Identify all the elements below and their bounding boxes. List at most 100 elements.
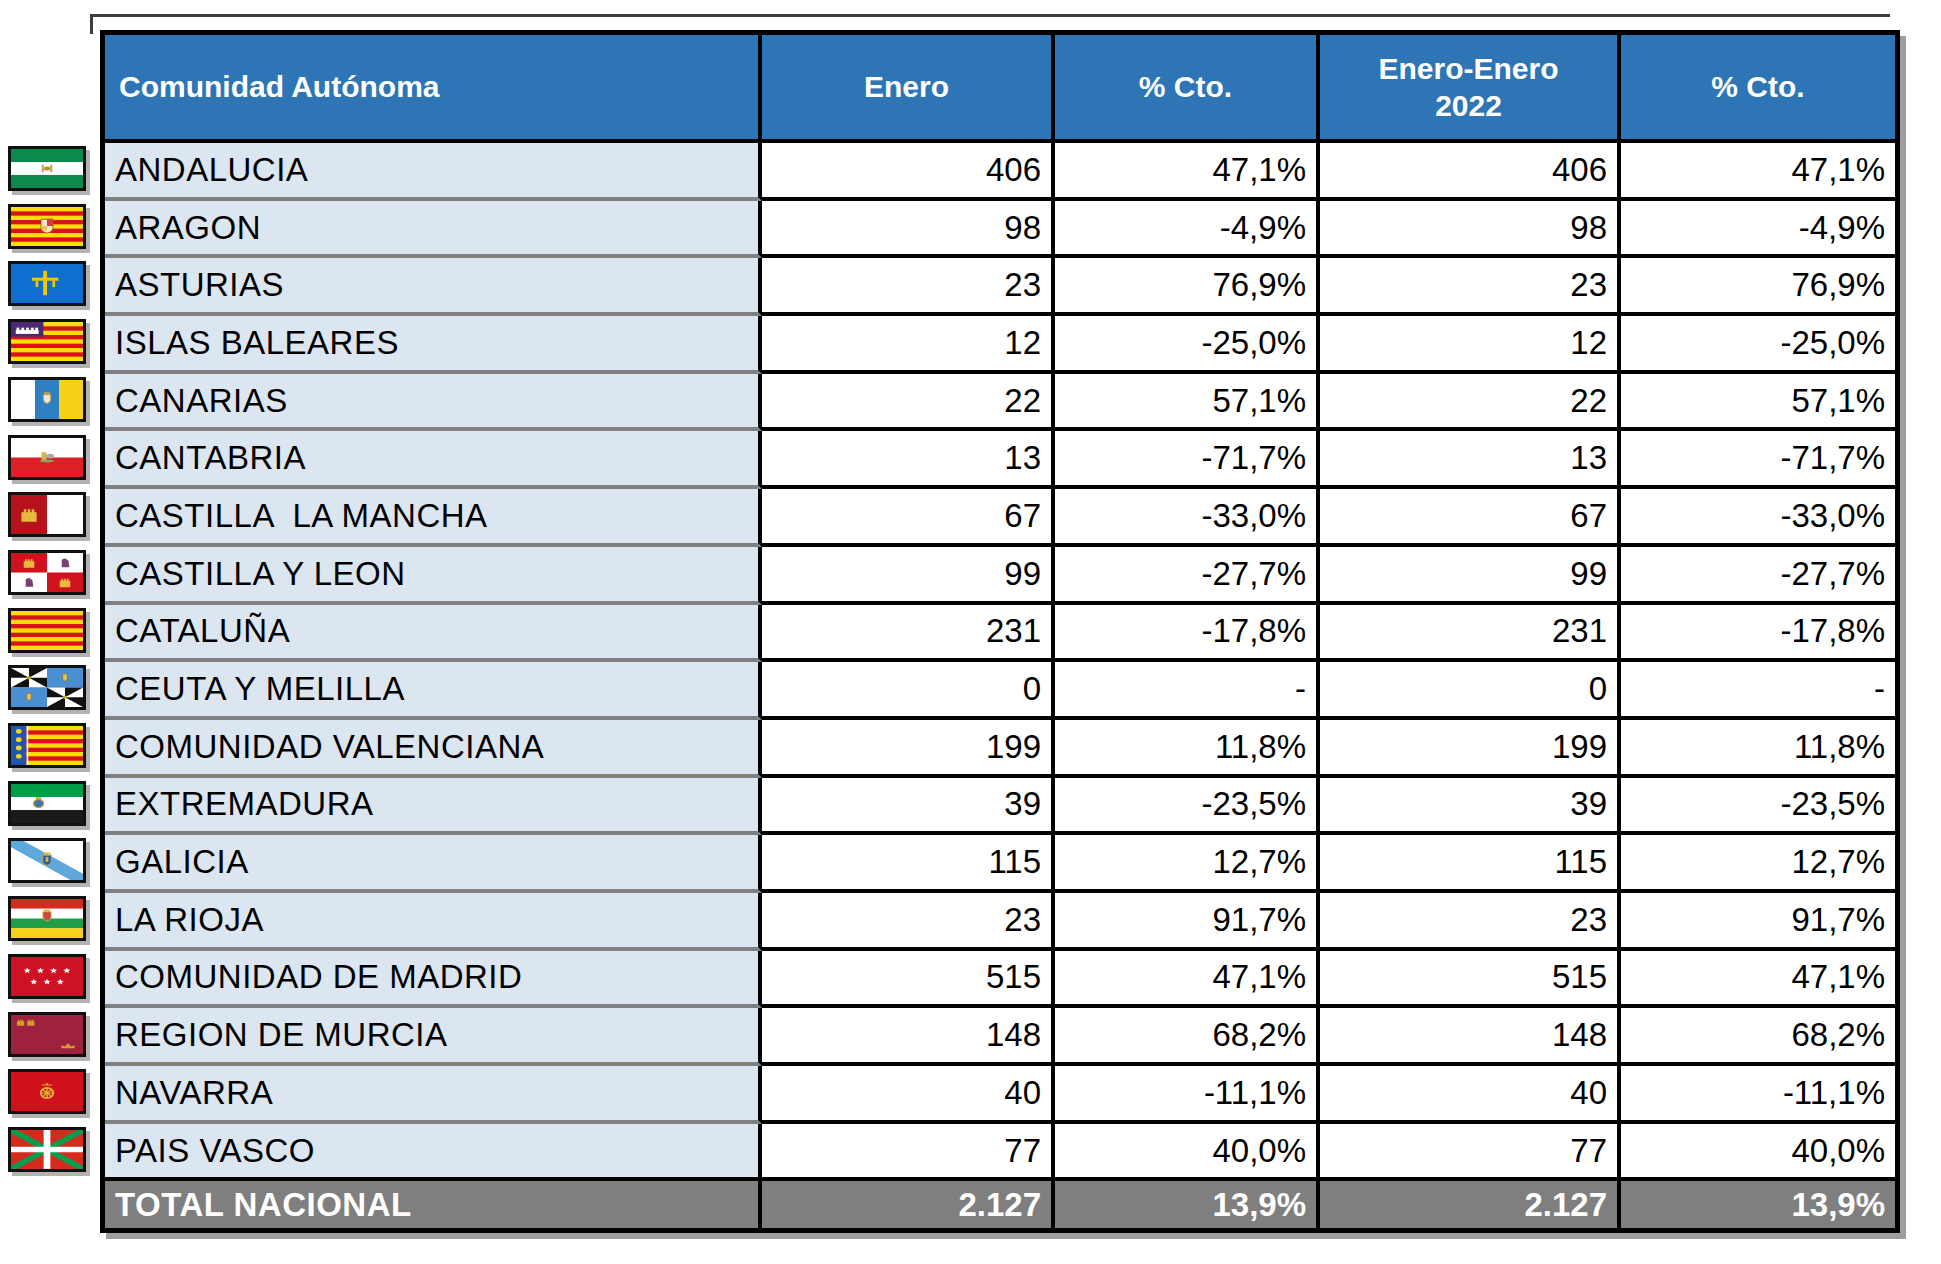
table-row: LA RIOJA 23 91,7% 23 91,7% xyxy=(105,893,1895,951)
value-cell: 515 xyxy=(1320,951,1621,1009)
col-header-enero-enero-2022: Enero-Enero 2022 xyxy=(1320,35,1621,143)
flag-cantabria-icon xyxy=(8,435,86,480)
value-cell: 515 xyxy=(762,951,1055,1009)
value-cell: 406 xyxy=(1320,143,1621,201)
value-cell: 115 xyxy=(762,835,1055,893)
flag-column xyxy=(0,0,100,1264)
value-cell: 231 xyxy=(762,605,1055,663)
region-name-cell: ANDALUCIA xyxy=(105,143,762,201)
region-name-cell: ASTURIAS xyxy=(105,258,762,316)
table-row: CATALUÑA 231 -17,8% 231 -17,8% xyxy=(105,605,1895,663)
table-row: EXTREMADURA 39 -23,5% 39 -23,5% xyxy=(105,778,1895,836)
region-name-cell: LA RIOJA xyxy=(105,893,762,951)
table-row: CEUTA Y MELILLA 0 - 0 - xyxy=(105,662,1895,720)
total-label-cell: TOTAL NACIONAL xyxy=(105,1181,762,1228)
flag-extremadura-icon xyxy=(8,781,86,826)
region-name-cell: COMUNIDAD VALENCIANA xyxy=(105,720,762,778)
flag-navarra-icon xyxy=(8,1069,86,1114)
header-row: Comunidad Autónoma Enero % Cto. Enero-En… xyxy=(105,35,1895,143)
region-name-cell: GALICIA xyxy=(105,835,762,893)
value-cell: -23,5% xyxy=(1621,778,1895,836)
value-cell: 22 xyxy=(1320,374,1621,432)
value-cell: 47,1% xyxy=(1055,143,1320,201)
col-header-enero: Enero xyxy=(762,35,1055,143)
value-cell: 47,1% xyxy=(1621,951,1895,1009)
table-row: ISLAS BALEARES 12 -25,0% 12 -25,0% xyxy=(105,316,1895,374)
col-header-pct-cto-1: % Cto. xyxy=(1055,35,1320,143)
value-cell: 22 xyxy=(762,374,1055,432)
value-cell: -33,0% xyxy=(1055,489,1320,547)
value-cell: 91,7% xyxy=(1055,893,1320,951)
value-cell: 47,1% xyxy=(1621,143,1895,201)
data-table: Comunidad Autónoma Enero % Cto. Enero-En… xyxy=(100,30,1900,1233)
table-row: ANDALUCIA 406 47,1% 406 47,1% xyxy=(105,143,1895,201)
col-header-pct-cto-2: % Cto. xyxy=(1621,35,1895,143)
region-name-cell: CATALUÑA xyxy=(105,605,762,663)
region-name-cell: CANTABRIA xyxy=(105,431,762,489)
region-name-cell: EXTREMADURA xyxy=(105,778,762,836)
value-cell: 77 xyxy=(1320,1124,1621,1182)
flag-canarias-icon xyxy=(8,377,86,422)
table-row: GALICIA 115 12,7% 115 12,7% xyxy=(105,835,1895,893)
total-value-cell: 13,9% xyxy=(1621,1181,1895,1228)
value-cell: 47,1% xyxy=(1055,951,1320,1009)
value-cell: 76,9% xyxy=(1621,258,1895,316)
value-cell: 148 xyxy=(1320,1008,1621,1066)
flag-pais-vasco-icon xyxy=(8,1127,86,1172)
value-cell: 23 xyxy=(762,893,1055,951)
total-row: TOTAL NACIONAL 2.127 13,9% 2.127 13,9% xyxy=(105,1181,1895,1228)
table-row: ASTURIAS 23 76,9% 23 76,9% xyxy=(105,258,1895,316)
table-row: CASTILLA Y LEON 99 -27,7% 99 -27,7% xyxy=(105,547,1895,605)
flag-castilla-la-mancha-icon xyxy=(8,492,86,537)
value-cell: -4,9% xyxy=(1055,201,1320,259)
flag-islas-baleares-icon xyxy=(8,319,86,364)
value-cell: 39 xyxy=(762,778,1055,836)
flag-aragon-icon xyxy=(8,204,86,249)
region-name-cell: PAIS VASCO xyxy=(105,1124,762,1182)
value-cell: -17,8% xyxy=(1621,605,1895,663)
region-name-cell: CANARIAS xyxy=(105,374,762,432)
value-cell: -17,8% xyxy=(1055,605,1320,663)
value-cell: -25,0% xyxy=(1055,316,1320,374)
value-cell: 99 xyxy=(1320,547,1621,605)
total-value-cell: 2.127 xyxy=(762,1181,1055,1228)
value-cell: 0 xyxy=(762,662,1055,720)
value-cell: 91,7% xyxy=(1621,893,1895,951)
value-cell: 98 xyxy=(762,201,1055,259)
region-name-cell: COMUNIDAD DE MADRID xyxy=(105,951,762,1009)
table-row: COMUNIDAD VALENCIANA 199 11,8% 199 11,8% xyxy=(105,720,1895,778)
value-cell: 12 xyxy=(1320,316,1621,374)
value-cell: 13 xyxy=(1320,431,1621,489)
flag-comunidad-valenciana-icon xyxy=(8,723,86,768)
value-cell: - xyxy=(1055,662,1320,720)
value-cell: -4,9% xyxy=(1621,201,1895,259)
value-cell: -11,1% xyxy=(1055,1066,1320,1124)
table-row: COMUNIDAD DE MADRID 515 47,1% 515 47,1% xyxy=(105,951,1895,1009)
table-row: REGION DE MURCIA 148 68,2% 148 68,2% xyxy=(105,1008,1895,1066)
value-cell: 99 xyxy=(762,547,1055,605)
value-cell: 77 xyxy=(762,1124,1055,1182)
value-cell: 67 xyxy=(1320,489,1621,547)
value-cell: 57,1% xyxy=(1055,374,1320,432)
value-cell: -71,7% xyxy=(1621,431,1895,489)
region-name-cell: NAVARRA xyxy=(105,1066,762,1124)
value-cell: - xyxy=(1621,662,1895,720)
flag-andalucia-icon xyxy=(8,146,86,191)
flag-galicia-icon xyxy=(8,838,86,883)
value-cell: 12,7% xyxy=(1621,835,1895,893)
table-row: CASTILLA LA MANCHA 67 -33,0% 67 -33,0% xyxy=(105,489,1895,547)
value-cell: 98 xyxy=(1320,201,1621,259)
flag-ceuta-y-melilla-icon xyxy=(8,665,86,710)
flag-comunidad-de-madrid-icon xyxy=(8,954,86,999)
value-cell: 231 xyxy=(1320,605,1621,663)
value-cell: -23,5% xyxy=(1055,778,1320,836)
top-frame-line xyxy=(90,14,1890,17)
value-cell: 23 xyxy=(1320,893,1621,951)
value-cell: 115 xyxy=(1320,835,1621,893)
region-name-cell: CEUTA Y MELILLA xyxy=(105,662,762,720)
col-header-comunidad-autonoma: Comunidad Autónoma xyxy=(105,35,762,143)
value-cell: 148 xyxy=(762,1008,1055,1066)
value-cell: -11,1% xyxy=(1621,1066,1895,1124)
value-cell: 0 xyxy=(1320,662,1621,720)
value-cell: 23 xyxy=(762,258,1055,316)
